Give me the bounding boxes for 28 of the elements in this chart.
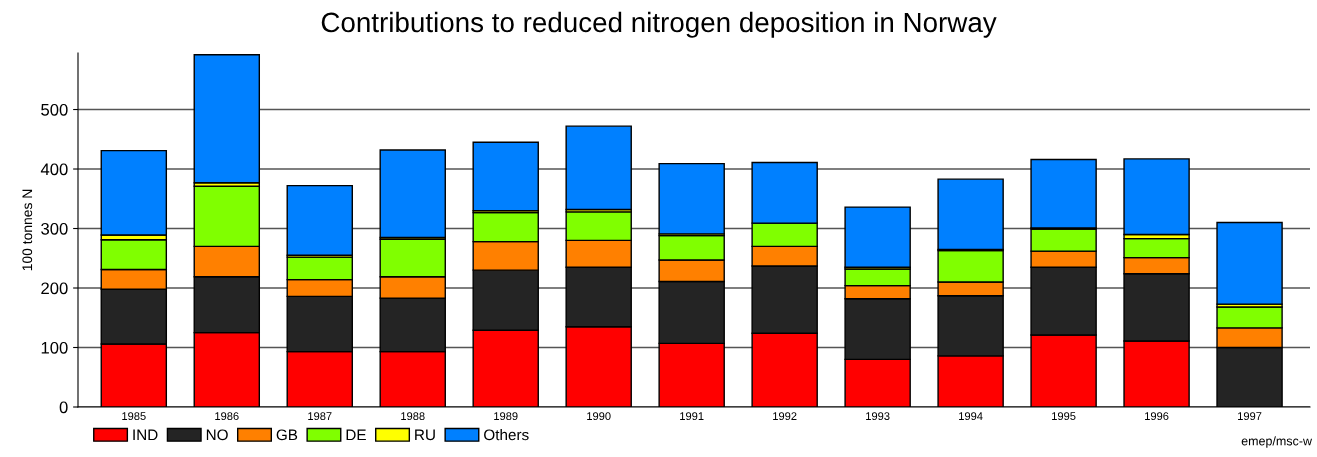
legend-label: DE: [346, 429, 366, 441]
x-tick-label: 1986: [215, 412, 239, 421]
x-tick-label: 1993: [866, 412, 890, 421]
y-tick-label: 100: [41, 341, 68, 354]
legend-label: NO: [206, 429, 228, 441]
y-axis-title: 100 tonnes N: [22, 189, 33, 271]
text: emep/msc-w: [1241, 436, 1313, 448]
y-tick-label: 300: [41, 222, 68, 235]
y-tick-label: 500: [41, 103, 68, 116]
x-tick-label: 1990: [587, 412, 611, 421]
x-tick-label: 1988: [401, 412, 425, 421]
x-tick-label: 1987: [308, 412, 332, 421]
x-tick-label: 1989: [494, 412, 518, 421]
y-tick-label: 0: [59, 401, 68, 414]
x-tick-label: 1994: [959, 412, 983, 421]
legend-label: GB: [276, 429, 298, 441]
x-tick-label: 1997: [1238, 412, 1262, 421]
x-tick-label: 1985: [122, 412, 146, 421]
x-tick-label: 1992: [773, 412, 797, 421]
legend-label: IND: [133, 429, 158, 441]
x-tick-label: 1995: [1052, 412, 1076, 421]
legend-label: Others: [484, 429, 529, 441]
x-tick-label: 1991: [680, 412, 704, 421]
x-tick-label: 1996: [1145, 412, 1169, 421]
legend-label: RU: [415, 429, 435, 441]
chart-title: Contributions to reduced nitrogen deposition in Norway: [321, 11, 997, 38]
y-tick-label: 200: [41, 282, 68, 295]
y-tick-label: 400: [40, 163, 68, 176]
